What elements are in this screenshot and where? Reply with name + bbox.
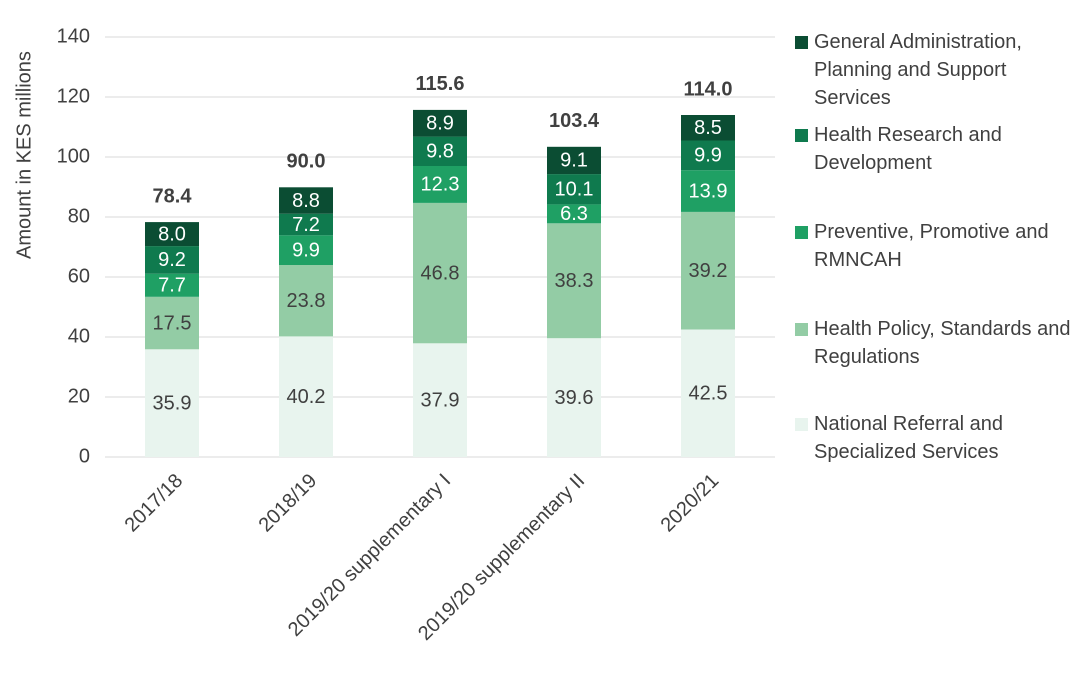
legend-label: Health Policy, Standards and Regulations (814, 318, 1071, 368)
total-label: 78.4 (153, 185, 193, 207)
bar-segment (547, 223, 601, 339)
y-tick-label: 40 (68, 325, 90, 347)
bar-segment (145, 273, 199, 297)
bar-segment (279, 265, 333, 337)
legend-label: Preventive, Promotive and RMNCAH (814, 221, 1049, 271)
total-label: 103.4 (549, 110, 600, 132)
data-label: 12.3 (421, 174, 460, 196)
bar-segment (681, 115, 735, 141)
total-label: 115.6 (416, 73, 465, 95)
bar-segment (145, 246, 199, 274)
bar-segment (547, 338, 601, 457)
legend-label: General Administration, Planning and Sup… (814, 31, 1022, 109)
y-tick-label: 0 (79, 445, 90, 467)
data-label: 9.2 (158, 249, 186, 271)
bar-segment (145, 222, 199, 247)
data-label: 37.9 (421, 389, 460, 411)
data-label: 7.7 (158, 275, 186, 297)
legend-swatch (795, 36, 808, 49)
data-label: 13.9 (689, 180, 728, 202)
y-tick-label: 120 (57, 85, 90, 107)
legend-swatch (795, 418, 808, 431)
legend-label: Health Research and Development (814, 124, 1002, 174)
data-label: 46.8 (421, 262, 460, 284)
data-label: 38.3 (555, 270, 594, 292)
y-tick-label: 140 (57, 25, 90, 47)
data-label: 8.9 (426, 113, 454, 135)
bar-segment (681, 329, 735, 457)
y-tick-label: 20 (68, 385, 90, 407)
bar-segment (681, 170, 735, 212)
total-label: 114.0 (684, 78, 733, 100)
legend-item: General Administration, Planning and Sup… (795, 28, 1079, 112)
data-label: 17.5 (153, 312, 192, 334)
x-tick-label: 2018/19 (255, 470, 322, 537)
y-tick-label: 100 (57, 145, 90, 167)
bar-segment (413, 202, 467, 344)
data-label: 39.6 (555, 387, 594, 409)
bar-segment (279, 187, 333, 214)
bar-segment (547, 174, 601, 205)
data-label: 9.9 (694, 145, 722, 167)
bar-segment (413, 109, 467, 137)
legend-item: Health Research and Development (795, 121, 1079, 177)
bar-segment (279, 235, 333, 265)
x-tick-label: 2020/21 (657, 470, 724, 537)
bar-segment (145, 296, 199, 350)
data-label: 6.3 (560, 203, 588, 225)
data-label: 10.1 (555, 179, 594, 201)
data-label: 7.2 (292, 214, 320, 236)
y-tick-label: 80 (68, 205, 90, 227)
bar-segment (413, 343, 467, 457)
data-label: 23.8 (287, 290, 326, 312)
data-label: 9.8 (426, 141, 454, 163)
data-label: 8.5 (694, 117, 722, 139)
bar-segment (145, 349, 199, 457)
data-label: 42.5 (689, 383, 728, 405)
bar-segment (279, 336, 333, 457)
y-tick-label: 60 (68, 265, 90, 287)
bar-segment (547, 146, 601, 175)
data-label: 39.2 (689, 260, 728, 282)
legend-swatch (795, 323, 808, 336)
data-label: 8.0 (158, 223, 186, 245)
legend-item: National Referral and Specialized Servic… (795, 410, 1079, 466)
data-label: 35.9 (153, 392, 192, 414)
x-tick-label: 2017/18 (121, 470, 188, 537)
bar-segment (681, 211, 735, 330)
data-label: 9.1 (560, 150, 588, 172)
legend-swatch (795, 226, 808, 239)
legend-item: Health Policy, Standards and Regulations (795, 315, 1079, 371)
data-label: 9.9 (292, 239, 320, 261)
y-axis-label: Amount in KES millions (13, 51, 35, 259)
bar-segment (413, 166, 467, 203)
legend-label: National Referral and Specialized Servic… (814, 413, 1003, 463)
bar-segment (413, 136, 467, 166)
legend-item: Preventive, Promotive and RMNCAH (795, 218, 1079, 274)
data-label: 40.2 (287, 386, 326, 408)
legend-swatch (795, 129, 808, 142)
bar-segment (279, 213, 333, 236)
bar-segment (547, 204, 601, 224)
bar-segment (681, 140, 735, 171)
total-label: 90.0 (287, 151, 326, 173)
data-label: 8.8 (292, 190, 320, 212)
